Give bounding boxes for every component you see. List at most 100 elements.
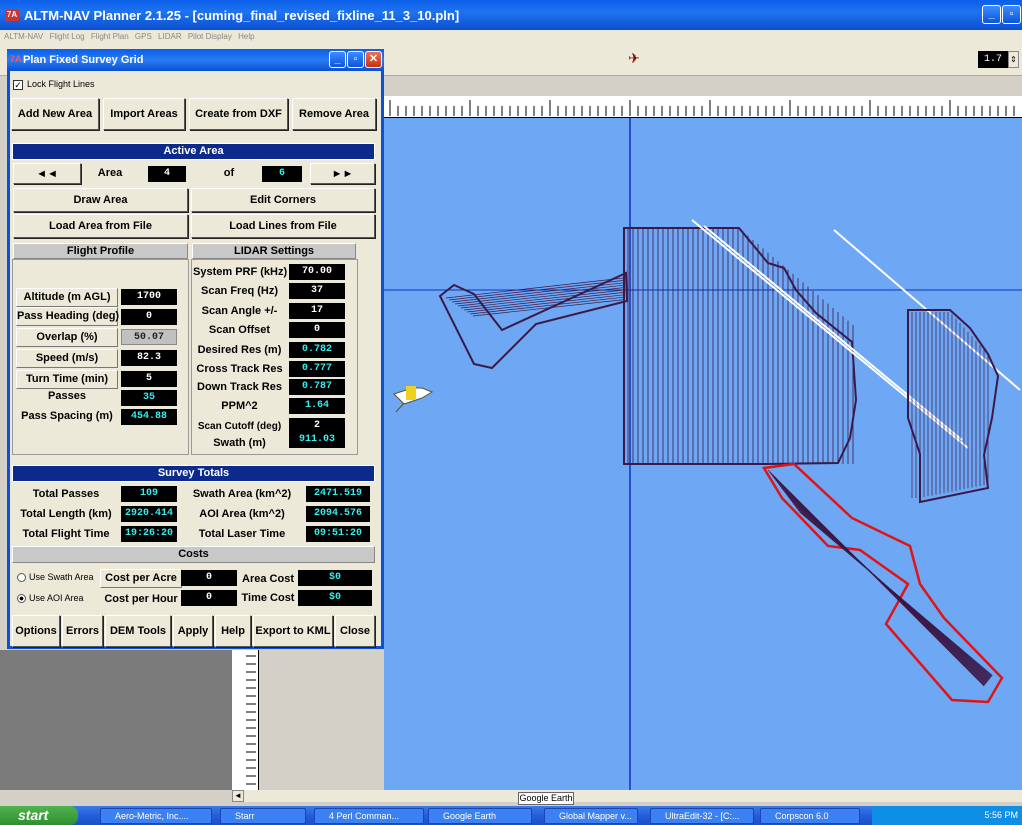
scan-angle-value[interactable]: 17 — [289, 303, 345, 319]
apply-button[interactable]: Apply — [173, 615, 213, 647]
lock-checkbox[interactable]: ✓ — [13, 80, 23, 90]
google-earth-label: Google Earth — [518, 792, 574, 805]
aircraft-logo-icon: ✈ — [628, 50, 640, 66]
add-new-area-button[interactable]: Add New Area — [11, 98, 99, 130]
aoi-area-radio[interactable] — [17, 594, 26, 603]
turn-time-label[interactable]: Turn Time (min) — [16, 370, 118, 389]
survey-area-left[interactable] — [438, 271, 629, 370]
cost-per-hour-label: Cost per Hour — [104, 593, 178, 605]
pass-spacing-label: Pass Spacing (m) — [21, 410, 113, 422]
survey-totals-header: Survey Totals — [12, 465, 375, 482]
overlap-label[interactable]: Overlap (%) — [16, 328, 118, 347]
menu-pilot-display[interactable]: Pilot Display — [187, 32, 232, 41]
horizontal-scrollbar[interactable]: ◄ — [232, 790, 1022, 802]
task-global-mapper[interactable]: Global Mapper v... — [544, 808, 638, 824]
task-aero-metric[interactable]: Aero-Metric, Inc.... — [100, 808, 212, 824]
flight-line — [457, 287, 625, 307]
time-cost-label: Time Cost — [241, 592, 295, 604]
system-tray: 5:56 PM — [872, 806, 1022, 825]
prf-value[interactable]: 70.00 — [289, 264, 345, 280]
scan-freq-value[interactable]: 37 — [289, 283, 345, 299]
clock: 5:56 PM — [984, 810, 1018, 820]
turn-time-value[interactable]: 5 — [121, 371, 177, 387]
menu-bar: ALTM-NAV Flight Log Flight Plan GPS LIDA… — [0, 30, 1022, 44]
total-passes-value: 109 — [121, 486, 177, 502]
main-title-bar[interactable]: 7A ALTM-NAV Planner 2.1.25 - [cuming_fin… — [0, 0, 1022, 30]
remove-area-button[interactable]: Remove Area — [292, 98, 376, 130]
aircraft-marker-icon — [393, 386, 434, 413]
flight-line — [799, 511, 993, 676]
aoi-area-value: 2094.576 — [306, 506, 370, 522]
dialog-close-icon[interactable]: ✕ — [365, 51, 382, 68]
close-button[interactable]: Close — [335, 615, 375, 647]
speed-value[interactable]: 82.3 — [121, 350, 177, 366]
total-length-label: Total Length (km) — [20, 508, 112, 520]
horizontal-ruler — [384, 96, 1022, 118]
costs-header: Costs — [12, 546, 375, 563]
menu-lidar[interactable]: LIDAR — [158, 32, 182, 41]
menu-altm-nav[interactable]: ALTM-NAV — [4, 32, 44, 41]
speed-label[interactable]: Speed (m/s) — [16, 349, 118, 368]
pass-spacing-value: 454.88 — [121, 409, 177, 425]
cost-per-hour-value[interactable]: 0 — [181, 590, 237, 606]
altitude-value[interactable]: 1700 — [121, 289, 177, 305]
of-label: of — [223, 167, 235, 179]
scan-cutoff-value[interactable]: 2 — [289, 418, 345, 434]
total-laser-time-label: Total Laser Time — [198, 528, 286, 540]
total-passes-label: Total Passes — [32, 488, 100, 500]
load-area-button[interactable]: Load Area from File — [13, 214, 188, 238]
down-track-value: 0.787 — [289, 379, 345, 395]
dialog-title-bar[interactable]: 7A Plan Fixed Survey Grid _ ▫ ✕ — [7, 49, 384, 71]
dialog-app-icon: 7A — [10, 54, 22, 64]
minimize-icon[interactable]: _ — [982, 5, 1001, 24]
load-lines-button[interactable]: Load Lines from File — [191, 214, 375, 238]
dem-tools-button[interactable]: DEM Tools — [105, 615, 171, 647]
import-areas-button[interactable]: Import Areas — [103, 98, 185, 130]
maximize-icon[interactable]: ▫ — [1002, 5, 1021, 24]
dialog-maximize-icon[interactable]: ▫ — [347, 51, 364, 68]
create-from-dxf-button[interactable]: Create from DXF — [189, 98, 288, 130]
zoom-value[interactable]: 1.7 — [978, 51, 1008, 68]
map-canvas[interactable] — [384, 118, 1022, 790]
flight-line — [472, 299, 625, 317]
prev-area-button[interactable]: ◄◄ — [13, 163, 81, 184]
task-ultraedit[interactable]: UltraEdit-32 - [C:... — [650, 808, 754, 824]
zoom-spinner-icon[interactable]: ⇕ — [1008, 51, 1019, 68]
flight-line-white-1 — [691, 219, 969, 449]
menu-flight-plan[interactable]: Flight Plan — [90, 32, 129, 41]
export-kml-button[interactable]: Export to KML — [253, 615, 333, 647]
aoi-area-radio-label: Use AOI Area — [29, 593, 84, 603]
survey-area-block[interactable] — [623, 227, 858, 465]
vruler-ticks — [246, 655, 256, 785]
menu-help[interactable]: Help — [238, 32, 255, 41]
task-google-earth[interactable]: Google Earth — [428, 808, 532, 824]
dialog-minimize-icon[interactable]: _ — [329, 51, 346, 68]
next-area-button[interactable]: ►► — [310, 163, 375, 184]
total-flight-time-label: Total Flight Time — [22, 528, 110, 540]
pass-heading-value[interactable]: 0 — [121, 309, 177, 325]
scroll-left-icon[interactable]: ◄ — [232, 790, 244, 802]
cost-per-acre-value[interactable]: 0 — [181, 570, 237, 586]
menu-gps[interactable]: GPS — [134, 32, 152, 41]
swath-area-radio[interactable] — [17, 573, 26, 582]
pass-heading-label[interactable]: Pass Heading (deg) — [16, 307, 119, 326]
options-button[interactable]: Options — [12, 615, 60, 647]
draw-area-button[interactable]: Draw Area — [13, 188, 188, 212]
prf-label: System PRF (kHz) — [193, 266, 288, 278]
task-starr[interactable]: Starr — [220, 808, 306, 824]
overlap-value[interactable]: 50.07 — [121, 329, 177, 345]
scan-offset-value[interactable]: 0 — [289, 322, 345, 338]
task-perl[interactable]: 4 Perl Comman... — [314, 808, 424, 824]
edit-corners-button[interactable]: Edit Corners — [191, 188, 375, 212]
help-button[interactable]: Help — [215, 615, 251, 647]
survey-area-right[interactable] — [907, 309, 1000, 504]
start-button[interactable]: start — [0, 806, 78, 825]
altitude-label[interactable]: Altitude (m AGL) — [16, 288, 118, 307]
errors-button[interactable]: Errors — [62, 615, 103, 647]
task-corpscon[interactable]: Corpscon 6.0 — [760, 808, 860, 824]
survey-area-active[interactable] — [761, 462, 1004, 704]
down-track-label: Down Track Res — [197, 381, 282, 393]
desired-res-value[interactable]: 0.782 — [289, 342, 345, 358]
menu-flight-log[interactable]: Flight Log — [49, 32, 85, 41]
area-cost-value: $0 — [298, 570, 372, 586]
